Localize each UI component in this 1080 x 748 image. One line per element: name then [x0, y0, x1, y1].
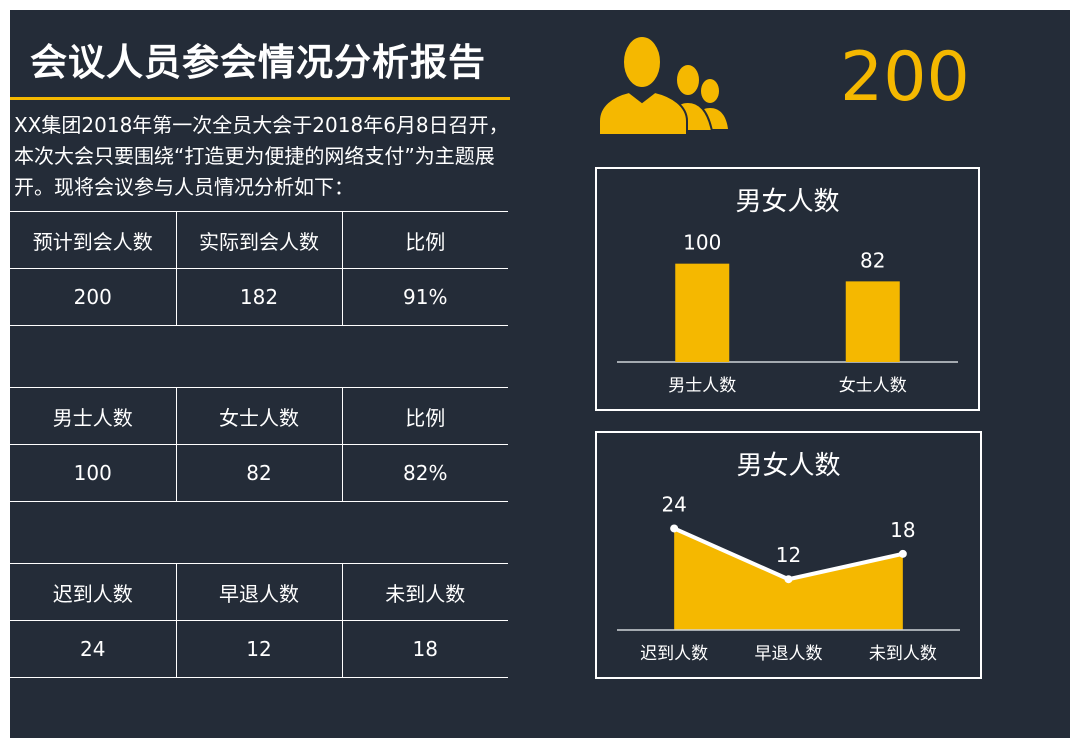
table-header-cell: 早退人数 [175, 563, 342, 621]
table-header-cell: 男士人数 [10, 387, 176, 445]
data-point [670, 524, 679, 533]
table-cell: 24 [10, 620, 176, 678]
title-underline [10, 97, 510, 100]
table-header-row: 迟到人数 早退人数 未到人数 [10, 563, 508, 621]
data-point [784, 575, 793, 584]
chart-title: 男女人数 [736, 451, 841, 481]
table-header-cell: 比例 [341, 387, 508, 445]
table-cell: 200 [10, 268, 176, 326]
data-label: 100 [683, 231, 721, 255]
table-header-cell: 实际到会人数 [175, 211, 342, 269]
table-header-row: 预计到会人数 实际到会人数 比例 [10, 211, 508, 269]
report-panel: 会议人员参会情况分析报告 XX集团2018年第一次全员大会于2018年6月8日召… [10, 10, 1070, 738]
people-group-icon [598, 35, 728, 136]
table-row: 200 182 91% [10, 268, 508, 326]
absence-table: 迟到人数 早退人数 未到人数 24 12 18 [10, 563, 508, 678]
gender-table: 男士人数 女士人数 比例 100 82 82% [10, 387, 508, 502]
table-cell: 182 [175, 268, 342, 326]
absence-area-chart: 男女人数 24 迟到人数 12 早退人数 18 未到人数 [595, 431, 982, 679]
bar [845, 281, 900, 362]
intro-paragraph: XX集团2018年第一次全员大会于2018年6月8日召开，本次大会只要围绕“打造… [14, 113, 509, 199]
table-cell: 12 [175, 620, 342, 678]
table-row: 24 12 18 [10, 620, 508, 678]
table-header-cell: 迟到人数 [10, 563, 176, 621]
table-cell: 100 [10, 444, 176, 502]
page-title: 会议人员参会情况分析报告 [30, 41, 486, 84]
data-label: 24 [661, 492, 686, 516]
table-header-row: 男士人数 女士人数 比例 [10, 387, 508, 445]
tick-label: 男士人数 [668, 376, 736, 396]
table-header-cell: 未到人数 [341, 563, 508, 621]
table-header-cell: 比例 [341, 211, 508, 269]
table-cell: 18 [341, 620, 508, 678]
table-header-cell: 女士人数 [175, 387, 342, 445]
table-row: 100 82 82% [10, 444, 508, 502]
tick-label: 女士人数 [839, 376, 907, 396]
bar [675, 263, 730, 362]
tick-label: 迟到人数 [640, 644, 708, 664]
tick-label: 未到人数 [869, 644, 937, 664]
chart-title: 男女人数 [735, 187, 840, 217]
attendance-table: 预计到会人数 实际到会人数 比例 200 182 91% [10, 211, 508, 326]
total-count: 200 [840, 38, 970, 117]
data-point [898, 549, 907, 558]
data-label: 12 [776, 543, 801, 567]
table-header-cell: 预计到会人数 [10, 211, 176, 269]
table-cell: 91% [341, 268, 508, 326]
data-label: 82 [860, 248, 885, 272]
table-cell: 82% [341, 444, 508, 502]
tick-label: 早退人数 [755, 644, 823, 664]
gender-bar-chart: 男女人数 100 男士人数 82 女士人数 [595, 167, 980, 411]
table-cell: 82 [175, 444, 342, 502]
data-label: 18 [890, 518, 915, 542]
